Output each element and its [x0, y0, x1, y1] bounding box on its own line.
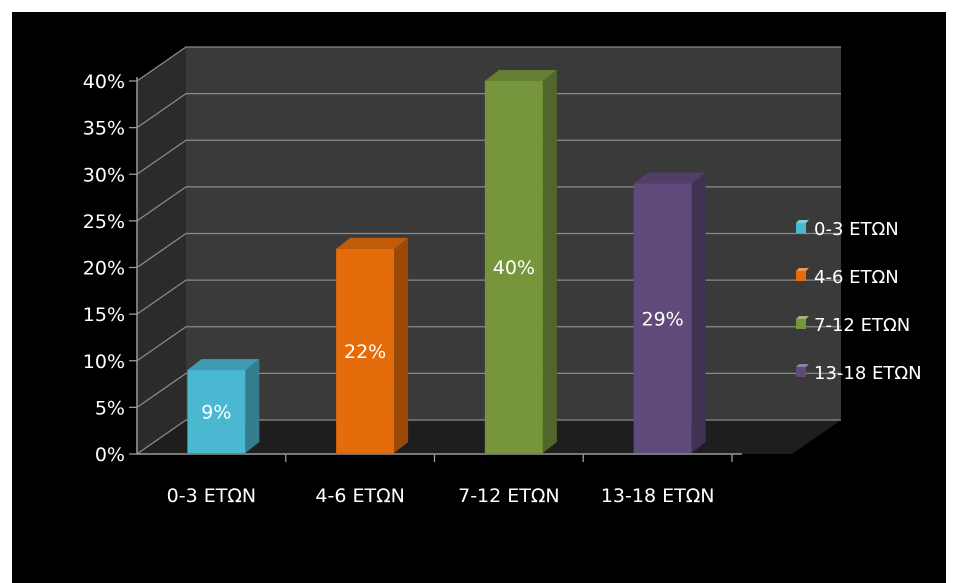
data-label: 9%	[201, 402, 231, 424]
data-label: 22%	[344, 341, 386, 363]
y-tick-label: 10%	[83, 351, 125, 373]
legend-label: 4-6 ΕΤΩΝ	[814, 267, 899, 288]
legend-swatch	[796, 271, 806, 281]
legend-swatch	[796, 223, 806, 233]
bar-side	[394, 237, 409, 453]
gridline	[136, 139, 841, 175]
legend-swatch	[796, 319, 806, 329]
data-label: 40%	[493, 257, 535, 279]
legend-label: 0-3 ΕΤΩΝ	[814, 219, 899, 240]
y-tick-label: 40%	[83, 71, 125, 93]
legend-label: 13-18 ΕΤΩΝ	[814, 363, 922, 384]
y-tick-label: 35%	[83, 118, 125, 140]
gridline	[136, 326, 841, 362]
gridline	[136, 46, 841, 82]
gridline	[136, 372, 841, 408]
x-tick-label: 13-18 ΕΤΩΝ	[601, 485, 715, 507]
bar-top	[336, 237, 409, 249]
bar-front	[633, 183, 692, 453]
legend-label: 7-12 ΕΤΩΝ	[814, 315, 910, 336]
legend-swatch	[796, 367, 806, 377]
bar-side	[245, 359, 260, 453]
gridline	[136, 279, 841, 315]
x-tick-label: 0-3 ΕΤΩΝ	[167, 485, 256, 507]
bar	[633, 172, 706, 453]
data-labels: 9% 22% 40% 29%	[201, 257, 683, 424]
legend: 0-3 ΕΤΩΝ 4-6 ΕΤΩΝ 7-12 ΕΤΩΝ 13-18 ΕΤΩΝ	[796, 219, 922, 384]
legend-item: 4-6 ΕΤΩΝ	[796, 267, 899, 288]
x-tick-label: 7-12 ΕΤΩΝ	[458, 485, 560, 507]
axes	[129, 77, 742, 462]
legend-swatch-top	[796, 364, 809, 367]
bar-side	[542, 70, 557, 453]
bar-front	[484, 81, 543, 453]
bar	[336, 237, 409, 453]
bar-top	[633, 172, 706, 184]
y-tick-label: 20%	[83, 258, 125, 280]
bar-chart-3d: 0% 5% 10% 15% 20% 25% 30% 35% 40% 0-3 ΕΤΩΝ 4-6 ΕΤ…	[83, 46, 922, 507]
y-tick-label: 15%	[83, 304, 125, 326]
bar-front	[187, 370, 246, 453]
y-tick-label: 5%	[95, 397, 125, 419]
legend-item: 13-18 ΕΤΩΝ	[796, 363, 922, 384]
gridlines	[136, 46, 841, 455]
y-axis-ticks: 0% 5% 10% 15% 20% 25% 30% 35% 40%	[83, 71, 125, 466]
bar	[187, 359, 260, 453]
x-axis-ticks: 0-3 ΕΤΩΝ 4-6 ΕΤΩΝ 7-12 ΕΤΩΝ 13-18 ΕΤΩΝ	[167, 485, 715, 507]
bar-side	[691, 172, 706, 453]
bar-top	[484, 70, 557, 81]
gridline	[136, 92, 841, 129]
data-label: 29%	[642, 308, 684, 330]
legend-swatch-top	[796, 316, 809, 319]
legend-item: 0-3 ΕΤΩΝ	[796, 219, 899, 240]
bar-front	[336, 248, 395, 453]
y-tick-label: 0%	[95, 444, 125, 466]
bar	[484, 70, 557, 453]
chart-frame: 0% 5% 10% 15% 20% 25% 30% 35% 40% 0-3 ΕΤΩΝ 4-6 ΕΤ…	[12, 12, 946, 583]
bar-top	[187, 359, 260, 371]
gridline	[136, 186, 841, 222]
gridline	[136, 419, 841, 455]
gridline	[136, 232, 841, 269]
legend-swatch-top	[796, 268, 809, 271]
legend-item: 7-12 ΕΤΩΝ	[796, 315, 910, 336]
y-tick-label: 30%	[83, 164, 125, 186]
x-tick-label: 4-6 ΕΤΩΝ	[315, 485, 404, 507]
legend-swatch-top	[796, 220, 809, 223]
bars	[187, 70, 706, 453]
y-tick-label: 25%	[83, 211, 125, 233]
